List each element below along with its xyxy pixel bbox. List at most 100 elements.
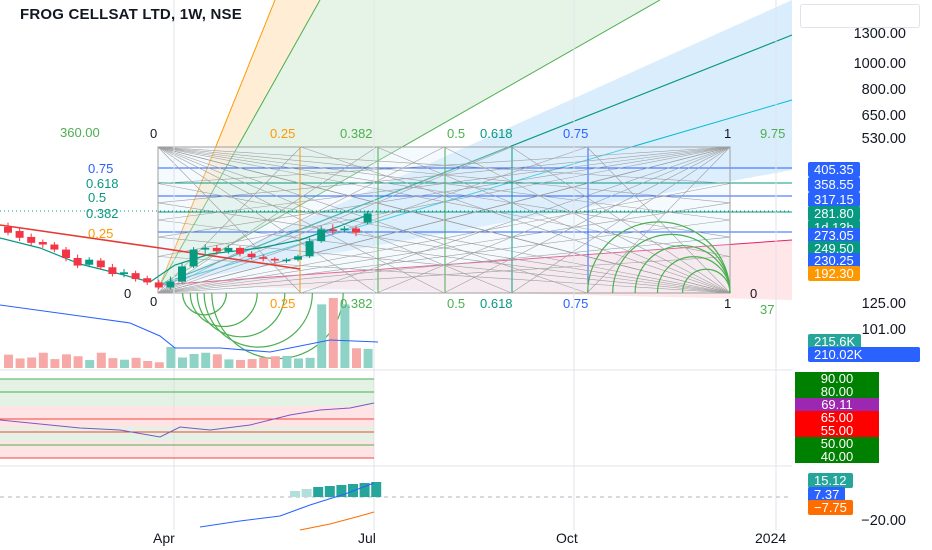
rsi-level-tag: 90.00 (795, 372, 879, 385)
rsi-level-tag: 80.00 (795, 385, 879, 398)
candle (212, 245, 221, 255)
candle (131, 270, 140, 282)
price-axis-label: 650.00 (861, 108, 906, 124)
price-axis-label: 530.00 (861, 131, 906, 147)
gann-label: 1 (724, 126, 732, 141)
gann-label: 0.618 (480, 126, 513, 141)
candle (352, 226, 360, 237)
candle (38, 239, 47, 248)
gann-label: 0.618 (86, 176, 119, 191)
volume-bar (73, 356, 83, 368)
macd-bar (290, 491, 300, 497)
macd-bar (301, 489, 312, 497)
gann-label: 0.25 (88, 226, 114, 241)
candle (120, 268, 128, 278)
gann-label: 0.75 (563, 126, 589, 141)
gann-label: 1 (724, 296, 732, 311)
price-tag: 405.35 (808, 162, 860, 177)
volume-bar (270, 356, 280, 368)
volume-bar (328, 298, 338, 368)
price-axis-label: 1000.00 (853, 56, 906, 72)
time-axis-label: 2024 (755, 530, 787, 546)
gann-label: 0.25 (270, 126, 296, 141)
volume-bar (143, 361, 153, 368)
volume-bar (189, 354, 199, 368)
gann-label: 0 (124, 286, 132, 301)
time-axis-label: Jul (358, 530, 376, 546)
gann-box (157, 146, 792, 360)
candle (224, 245, 233, 254)
gann-label: 9.75 (760, 126, 786, 141)
time-axis-label: Apr (153, 530, 175, 546)
volume-bar (363, 348, 373, 368)
candle (154, 279, 163, 290)
candle (201, 244, 210, 254)
candle (270, 257, 279, 264)
trend-line (0, 224, 301, 270)
volume-bar (247, 359, 257, 368)
gann-label: 0 (750, 286, 758, 301)
volume-bar (352, 348, 361, 368)
candle (143, 275, 152, 285)
price-axis-label: 101.00 (861, 322, 906, 338)
price-axis-label: 1300.00 (853, 26, 906, 42)
chart-title: FROG CELLSAT LTD, 1W, NSE (20, 6, 242, 23)
volume-bar (108, 358, 118, 368)
macd-histogram (290, 482, 382, 497)
candle (236, 246, 244, 257)
candle (178, 263, 186, 284)
fib-fans (159, 0, 792, 300)
volume-bar (131, 357, 141, 368)
volume-bar (96, 352, 106, 368)
macd-hist-tag: 15.12 (808, 473, 853, 488)
volume-bar (294, 358, 303, 368)
gann-label: 0.618 (480, 296, 513, 311)
gann-label: 0.5 (447, 126, 466, 141)
volume-bar (27, 357, 37, 368)
candle (282, 258, 291, 264)
gann-label: 360.00 (60, 125, 100, 140)
gann-label: 0 (150, 126, 158, 141)
gann-label: 0.75 (88, 161, 114, 176)
price-tag: 192.30 (808, 266, 860, 281)
rsi-level-tag: 55.00 (795, 424, 879, 437)
volume-bar (38, 352, 48, 368)
macd-bar (336, 485, 347, 497)
price-tag: 317.15 (808, 192, 860, 207)
volume-bar (259, 357, 269, 368)
rsi-pane (0, 378, 375, 459)
candle (27, 233, 36, 246)
price-tag: 273.05 (808, 228, 860, 243)
gann-label: 0.382 (340, 126, 373, 141)
volume-bar (201, 352, 211, 368)
top-right-control[interactable] (800, 4, 920, 28)
volume-bar (178, 357, 187, 368)
rsi-level-tag: 50.00 (795, 437, 879, 450)
volume-bar (85, 360, 95, 368)
candle (259, 254, 268, 262)
candle (96, 258, 105, 270)
macd-bar (359, 483, 370, 497)
macd-bar (324, 486, 335, 497)
rsi-value-tag: 69.11 (795, 398, 879, 411)
macd-value-tag: 7.37 (808, 487, 846, 502)
volume-bar (4, 354, 13, 368)
volume-bar (305, 357, 315, 368)
volume-bars (4, 298, 373, 368)
volume-bar (62, 354, 71, 368)
volume-bar (50, 359, 60, 368)
volume-bar (154, 362, 164, 368)
candle (189, 247, 198, 269)
volume-bar (212, 354, 222, 368)
gann-label: 0.25 (270, 296, 296, 311)
candle (305, 237, 314, 258)
macd-signal-line (299, 511, 375, 531)
volume-bar (317, 304, 327, 368)
last-price-tag: 281.80 (808, 206, 860, 221)
candle (4, 222, 12, 236)
candle (317, 226, 326, 243)
candle (15, 227, 24, 242)
rsi-level-tag: 65.00 (795, 411, 879, 424)
macd-bar (313, 487, 324, 497)
